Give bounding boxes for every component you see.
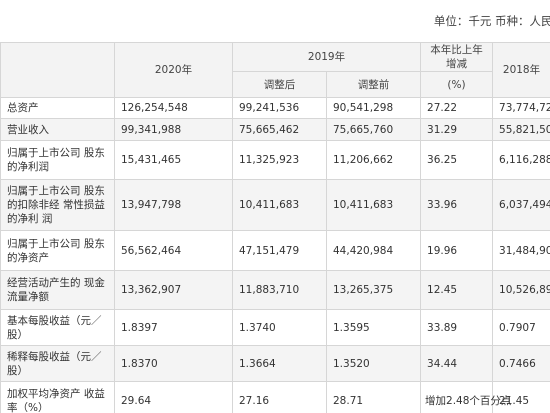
cell-2019-before: 90,541,298 [325,97,422,119]
cell-2019-before: 10,411,683 [325,179,422,231]
cell-2019-adjusted: 1.3740 [232,309,327,346]
unit-currency-text: 单位：千元 币种：人民币 [433,14,550,28]
cell-2019-before: 11,206,662 [325,140,422,180]
cell-2020: 99,341,988 [114,118,233,141]
cell-2018: 73,774,723 [492,97,550,119]
cell-2018: 0.7907 [492,309,550,346]
table-header: 2020年 2019年 本年比上年 增减 2018年 调整后 调整前 (%) [0,42,550,98]
row-label: 经营活动产生的 现金流量净额 [0,270,115,310]
table-row: 归属于上市公司 股东的扣除非经 常性损益的净利 润 13,947,798 10,… [0,179,550,231]
table-row: 归属于上市公司 股东的净资产 56,562,464 47,151,479 44,… [0,230,550,271]
header-change: 本年比上年 增减 [420,42,494,72]
cell-change: 19.96 [420,230,494,271]
row-label: 归属于上市公司 股东的净资产 [0,230,115,271]
cell-2019-before: 44,420,984 [325,230,422,271]
cell-change: 33.96 [420,179,494,231]
cell-2019-adjusted: 1.3664 [232,345,327,382]
cell-2019-before: 1.3520 [325,345,422,382]
cell-2020: 29.64 [114,381,233,413]
cell-2018: 21.45 [492,381,550,413]
cell-change: 12.45 [420,270,494,310]
cell-change: 34.44 [420,345,494,382]
cell-2020: 1.8397 [114,309,233,346]
cell-2020: 13,362,907 [114,270,233,310]
header-label-cell [0,42,115,98]
cell-2019-before: 13,265,375 [325,270,422,310]
cell-2019-adjusted: 47,151,479 [232,230,327,271]
header-2019: 2019年 [231,42,422,72]
cell-2019-before: 28.71 [325,381,422,413]
row-label: 总资产 [0,97,115,119]
cell-2018: 31,484,905 [492,230,550,271]
cell-change: 31.29 [420,118,494,141]
cell-2018: 6,116,288 [492,140,550,180]
cell-2020: 1.8370 [114,345,233,382]
cell-2018: 0.7466 [492,345,550,382]
cell-2018: 10,526,899 [492,270,550,310]
cell-2019-before: 75,665,760 [325,118,422,141]
cell-2019-adjusted: 10,411,683 [232,179,327,231]
row-label: 基本每股收益（元／股） [0,309,115,346]
row-label: 稀释每股收益（元／股） [0,345,115,382]
row-label: 营业收入 [0,118,115,141]
header-change-unit: (%) [420,71,494,98]
header-2019-before: 调整前 [325,71,422,98]
row-label: 加权平均净资产 收益率（%） [0,381,115,413]
financial-data-table: 2020年 2019年 本年比上年 增减 2018年 调整后 调整前 (%) 总… [0,42,550,413]
header-2019-adjusted: 调整后 [232,71,327,98]
row-label: 归属于上市公司 股东的扣除非经 常性损益的净利 润 [0,179,115,231]
cell-change: 27.22 [420,97,494,119]
header-2020: 2020年 [114,42,233,98]
cell-2019-adjusted: 99,241,536 [232,97,327,119]
table-row: 归属于上市公司 股东的净利润 15,431,465 11,325,923 11,… [0,140,550,180]
cell-2019-adjusted: 75,665,462 [232,118,327,141]
cell-2018: 55,821,504 [492,118,550,141]
table-row: 总资产 126,254,548 99,241,536 90,541,298 27… [0,97,550,119]
table-row: 稀释每股收益（元／股） 1.8370 1.3664 1.3520 34.44 0… [0,345,550,382]
cell-2020: 126,254,548 [114,97,233,119]
cell-2019-adjusted: 11,325,923 [232,140,327,180]
cell-2018: 6,037,494 [492,179,550,231]
table-row: 加权平均净资产 收益率（%） 29.64 27.16 28.71 增加2.48个… [0,381,550,413]
header-2018: 2018年 [492,42,550,98]
table-row: 基本每股收益（元／股） 1.8397 1.3740 1.3595 33.89 0… [0,309,550,346]
table-row: 营业收入 99,341,988 75,665,462 75,665,760 31… [0,118,550,141]
row-label: 归属于上市公司 股东的净利润 [0,140,115,180]
cell-change: 增加2.48个百分点 [420,381,511,413]
unit-currency-note: 单位：千元 币种：人民币 [0,0,550,42]
cell-2020: 15,431,465 [114,140,233,180]
cell-2019-adjusted: 11,883,710 [232,270,327,310]
cell-2019-before: 1.3595 [325,309,422,346]
cell-2019-adjusted: 27.16 [232,381,327,413]
cell-2020: 13,947,798 [114,179,233,231]
cell-2020: 56,562,464 [114,230,233,271]
table-row: 经营活动产生的 现金流量净额 13,362,907 11,883,710 13,… [0,270,550,310]
cell-change: 36.25 [420,140,494,180]
cell-change: 33.89 [420,309,494,346]
